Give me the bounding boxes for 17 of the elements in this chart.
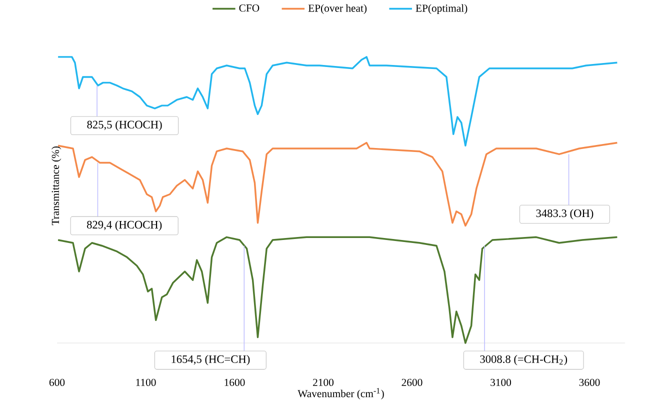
x-tick-label: 1600 bbox=[224, 378, 245, 386]
annotation: 829,4 (HCOCH) bbox=[87, 220, 162, 231]
annotation: 825,5 (HCOCH) bbox=[87, 120, 162, 131]
x-tick-label: 3600 bbox=[579, 378, 600, 386]
annotation: 3008.8 (=CH-CH$_{2}$) bbox=[480, 355, 568, 366]
y-axis-title: Transmittance (%) bbox=[52, 146, 62, 226]
x-tick-label: 1100 bbox=[136, 378, 156, 386]
x-tick-label: 2600 bbox=[402, 378, 422, 386]
x-tick-label: 2100 bbox=[313, 378, 334, 386]
annotation: 3483.3 (OH) bbox=[536, 209, 594, 220]
legend-label: CFO bbox=[239, 4, 260, 12]
legend-label: EP(optimal) bbox=[416, 4, 468, 14]
x-tick-label: 3100 bbox=[490, 378, 512, 386]
legend-label: EP(over heat) bbox=[308, 4, 367, 14]
x-tick-label: 600 bbox=[49, 378, 65, 386]
x-axis-title: Wavenumber (cm$^{-1}$) bbox=[298, 388, 384, 400]
annotation: 1654,5 (HC=CH) bbox=[172, 355, 250, 366]
